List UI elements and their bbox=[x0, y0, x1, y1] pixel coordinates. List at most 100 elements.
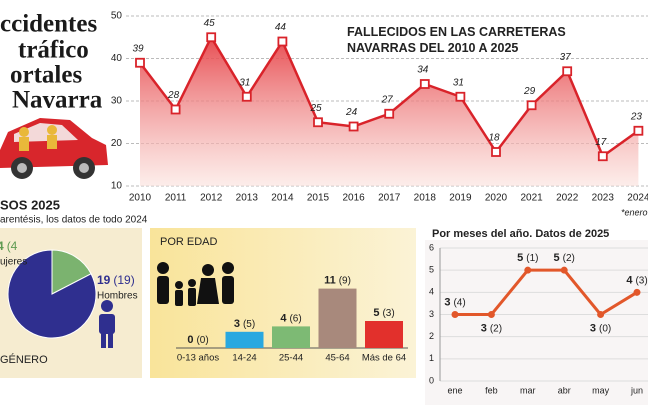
data-label: 3 (2) bbox=[481, 322, 502, 334]
x-tick-label: 2020 bbox=[485, 193, 508, 204]
previous-label: (5) bbox=[243, 318, 255, 329]
previous-label: (6) bbox=[289, 313, 301, 324]
value: 3 bbox=[444, 296, 450, 308]
data-label: 5 (2) bbox=[554, 252, 575, 264]
data-label: 34 bbox=[417, 65, 429, 76]
data-label: 31 bbox=[453, 77, 464, 88]
value: 3 bbox=[234, 318, 240, 330]
data-label: 39 bbox=[132, 43, 144, 54]
marker bbox=[206, 32, 217, 43]
bar bbox=[225, 331, 264, 348]
value: 0 bbox=[187, 334, 193, 346]
x-tick-label: 2024 bbox=[627, 193, 648, 204]
data-label: 5 (3) bbox=[373, 307, 394, 319]
marker bbox=[170, 104, 181, 115]
x-tick-label: 2023 bbox=[592, 193, 615, 204]
previous-label: (1) bbox=[526, 253, 538, 264]
value: 11 bbox=[324, 275, 336, 287]
marker bbox=[348, 121, 359, 132]
marker bbox=[560, 266, 568, 274]
value: 4 bbox=[626, 274, 633, 286]
marker bbox=[277, 36, 288, 47]
chart-title: POR EDAD bbox=[160, 236, 218, 248]
x-tick-label: Más de 64 bbox=[362, 353, 406, 364]
value: 19 bbox=[97, 273, 111, 287]
x-tick-label: 2010 bbox=[129, 193, 152, 204]
bar bbox=[365, 321, 403, 348]
marker bbox=[524, 266, 532, 274]
value: 4 bbox=[280, 312, 287, 324]
data-label: 11 (9) bbox=[324, 275, 351, 287]
previous-label: (4) bbox=[453, 297, 465, 308]
marker bbox=[562, 66, 573, 77]
previous-label: (2) bbox=[563, 253, 575, 264]
x-tick-label: may bbox=[592, 385, 610, 395]
marker bbox=[491, 147, 501, 157]
x-tick-label: 2011 bbox=[165, 193, 187, 204]
data-label: 29 bbox=[523, 86, 536, 97]
marker bbox=[135, 57, 145, 68]
x-tick-label: 2015 bbox=[307, 193, 330, 204]
y-tick-label: 5 bbox=[429, 265, 434, 275]
y-tick-label: 20 bbox=[111, 138, 123, 149]
x-tick-label: 2019 bbox=[449, 193, 472, 204]
data-label: 5 (1) bbox=[517, 252, 538, 264]
pie-slice bbox=[51, 249, 92, 295]
y-tick-label: 0 bbox=[429, 375, 434, 385]
note: *enero bbox=[621, 207, 648, 217]
x-tick-label: 2013 bbox=[236, 193, 259, 204]
x-tick-label: 2021 bbox=[520, 193, 543, 204]
family-icon bbox=[157, 262, 234, 306]
headline: Navarra bbox=[12, 87, 103, 114]
y-tick-label: 3 bbox=[429, 309, 434, 319]
y-tick-label: 4 bbox=[429, 287, 434, 297]
headline: ccidentes bbox=[0, 11, 97, 38]
value: 3 bbox=[590, 322, 596, 334]
bar bbox=[318, 288, 357, 348]
panel bbox=[425, 240, 648, 405]
data-label: 4 (3) bbox=[626, 274, 647, 286]
bar bbox=[272, 326, 310, 348]
x-tick-label: ene bbox=[447, 385, 462, 395]
value: 5 bbox=[517, 252, 523, 264]
data-label: 3 (0) bbox=[590, 322, 611, 334]
marker bbox=[526, 100, 537, 111]
section-subtitle: arentésis, los datos de todo 2024 bbox=[0, 215, 148, 226]
x-tick-label: 14-24 bbox=[232, 353, 256, 364]
data-label: 3 (4) bbox=[444, 296, 465, 308]
marker bbox=[451, 311, 459, 318]
marker bbox=[633, 125, 644, 136]
x-tick-label: 2018 bbox=[414, 193, 437, 204]
marker bbox=[313, 117, 323, 128]
person-icon bbox=[99, 300, 115, 348]
x-tick-label: 25-44 bbox=[279, 353, 303, 364]
marker bbox=[455, 91, 466, 102]
marker bbox=[384, 108, 395, 119]
x-tick-label: 2022 bbox=[556, 193, 579, 204]
y-tick-label: 40 bbox=[111, 53, 123, 64]
data-label: 4 (6) bbox=[280, 312, 301, 324]
value: 4 bbox=[0, 239, 4, 253]
marker bbox=[597, 311, 605, 318]
previous-label: (0) bbox=[599, 323, 611, 334]
y-tick-label: 2 bbox=[429, 331, 434, 341]
marker bbox=[241, 91, 252, 102]
previous-label: (19) bbox=[113, 273, 134, 287]
x-tick-label: 2017 bbox=[378, 193, 401, 204]
previous-label: (3) bbox=[635, 275, 647, 286]
x-tick-label: feb bbox=[485, 385, 498, 395]
x-tick-label: 45-64 bbox=[325, 353, 349, 364]
y-tick-label: 6 bbox=[429, 242, 434, 252]
x-tick-label: 2016 bbox=[342, 193, 365, 204]
legend-label: ujeres bbox=[0, 257, 27, 268]
x-tick-label: jun bbox=[630, 385, 643, 395]
data-label: 24 bbox=[345, 107, 358, 118]
chart-title: GÉNERO bbox=[0, 353, 48, 366]
pie-slice bbox=[7, 249, 97, 339]
data-label: 44 bbox=[275, 22, 287, 33]
x-tick-label: 0-13 años bbox=[177, 353, 220, 364]
data-label: 3 (5) bbox=[234, 318, 255, 330]
legend-label: Hombres bbox=[97, 291, 138, 302]
data-label: 37 bbox=[560, 52, 572, 63]
